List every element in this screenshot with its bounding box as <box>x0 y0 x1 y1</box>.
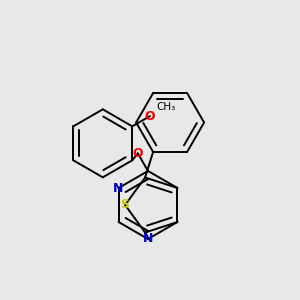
Text: N: N <box>143 232 153 245</box>
Text: N: N <box>113 182 124 194</box>
Text: CH₃: CH₃ <box>157 102 176 112</box>
Text: S: S <box>121 199 130 212</box>
Text: O: O <box>145 110 155 123</box>
Text: O: O <box>133 147 143 160</box>
